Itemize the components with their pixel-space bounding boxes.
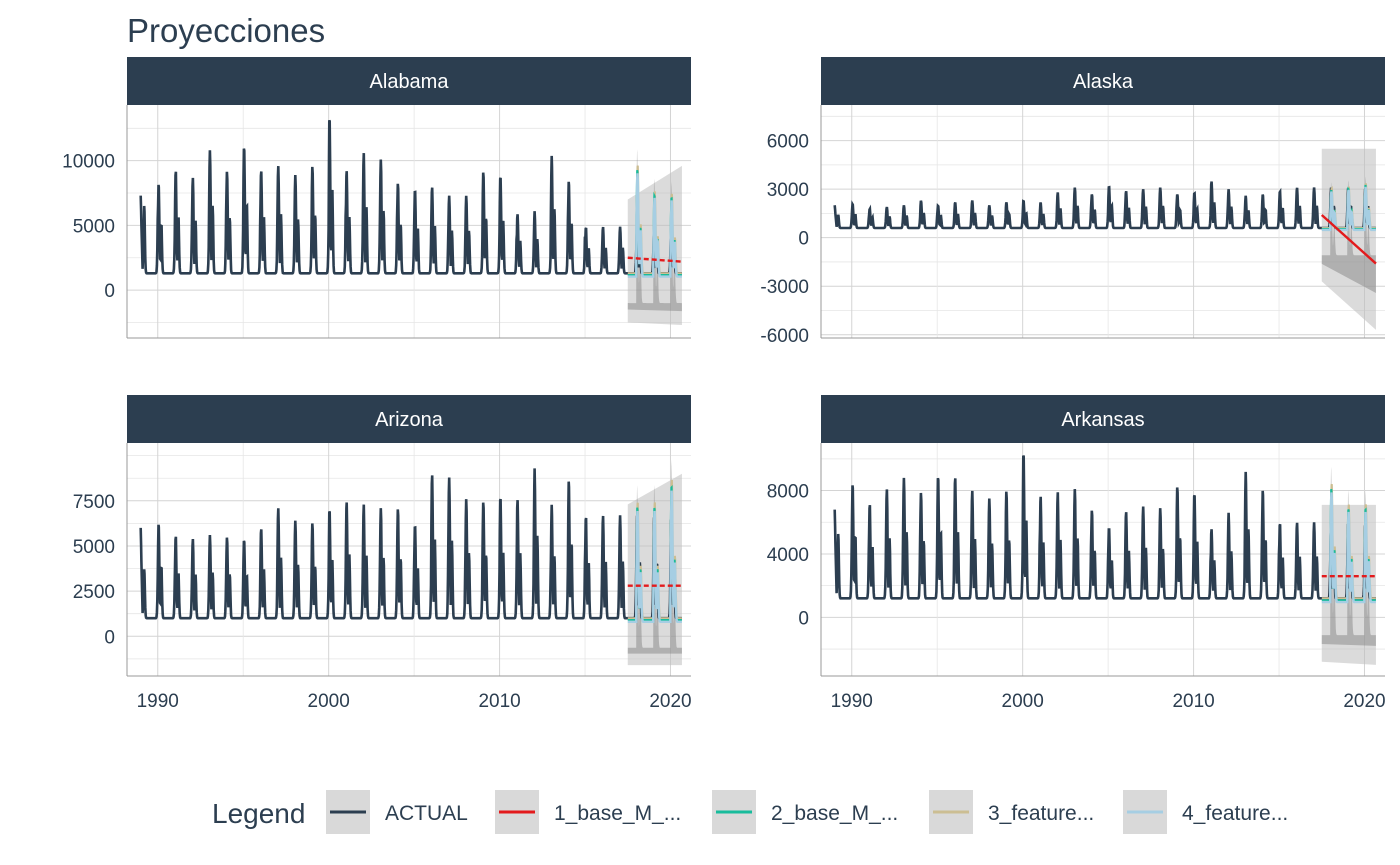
panel-strip-label: Arizona bbox=[375, 409, 444, 431]
legend-entry: 2_base_M_... bbox=[712, 790, 898, 834]
legend-label: ACTUAL bbox=[385, 802, 468, 825]
y-tick-label: 5000 bbox=[73, 216, 115, 237]
legend-title: Legend bbox=[212, 798, 305, 829]
panel-strip-label: Arkansas bbox=[1061, 409, 1144, 431]
x-tick-label: 1990 bbox=[831, 691, 873, 712]
legend-entry: 1_base_M_... bbox=[495, 790, 681, 834]
panel-strip bbox=[127, 57, 691, 105]
x-tick-label: 2020 bbox=[1343, 691, 1385, 712]
series-actual bbox=[833, 181, 1376, 230]
x-tick-label: 2000 bbox=[308, 691, 350, 712]
x-tick-label: 2010 bbox=[1172, 691, 1214, 712]
x-tick-label: 2000 bbox=[1002, 691, 1044, 712]
y-tick-label: 7500 bbox=[73, 492, 115, 513]
series-actual bbox=[139, 468, 682, 620]
panel-alabama: Alabama 0 5000 10000 bbox=[62, 57, 691, 339]
panel-strip bbox=[127, 395, 691, 443]
y-tick-label: 8000 bbox=[767, 482, 809, 503]
legend-entry: 4_feature... bbox=[1123, 790, 1288, 834]
y-tick-label: -6000 bbox=[760, 326, 809, 347]
series-4-feature bbox=[627, 173, 682, 278]
x-tick-label: 1990 bbox=[137, 691, 179, 712]
panel-arkansas: Arkansas 0 4000 8000 1990 2000 2010 2020 bbox=[767, 395, 1386, 712]
series-1-base bbox=[627, 256, 683, 263]
chart-title: Proyecciones bbox=[127, 12, 325, 49]
legend-label: 2_base_M_... bbox=[771, 802, 898, 825]
y-tick-label: 2500 bbox=[73, 582, 115, 603]
y-tick-label: -3000 bbox=[760, 277, 809, 298]
y-tick-label: 0 bbox=[104, 627, 115, 648]
legend-entry: 3_feature... bbox=[929, 790, 1094, 834]
forecast-inner-band bbox=[1321, 176, 1376, 294]
panel-strip bbox=[821, 57, 1385, 105]
y-tick-label: 5000 bbox=[73, 537, 115, 558]
series-1-base bbox=[1320, 214, 1377, 265]
y-tick-label: 4000 bbox=[767, 545, 809, 566]
legend: Legend ACTUAL 1_base_M_... 2_base_M_... 3_f… bbox=[212, 790, 1288, 834]
y-tick-label: 0 bbox=[798, 608, 809, 629]
panel-strip-label: Alabama bbox=[370, 71, 450, 93]
x-tick-label: 2010 bbox=[478, 691, 520, 712]
x-tick-label: 2020 bbox=[649, 691, 691, 712]
panel-arizona: Arizona 0 2500 5000 7500 1990 2000 2010 2020 bbox=[73, 395, 692, 712]
series-4-feature bbox=[627, 490, 682, 623]
panel-strip bbox=[821, 395, 1385, 443]
legend-label: 4_feature... bbox=[1182, 802, 1288, 825]
legend-label: 3_feature... bbox=[988, 802, 1094, 825]
legend-entry: ACTUAL bbox=[326, 790, 468, 834]
legend-label: 1_base_M_... bbox=[554, 802, 681, 825]
panels: Alabama 0 5000 10000 Alaska -6000 -3000 0 3000 60… bbox=[62, 57, 1386, 712]
panel-alaska: Alaska -6000 -3000 0 3000 6000 bbox=[760, 57, 1385, 347]
series-4-feature bbox=[1321, 186, 1376, 232]
series-4-feature bbox=[1321, 492, 1376, 604]
y-tick-label: 10000 bbox=[62, 152, 115, 173]
y-tick-label: 3000 bbox=[767, 180, 809, 201]
panel-strip-label: Alaska bbox=[1073, 71, 1134, 93]
series-actual bbox=[139, 119, 682, 275]
y-tick-label: 0 bbox=[798, 229, 809, 250]
y-tick-label: 0 bbox=[104, 281, 115, 302]
legend-entries: ACTUAL 1_base_M_... 2_base_M_... 3_feature.… bbox=[326, 790, 1288, 834]
y-tick-label: 6000 bbox=[767, 132, 809, 153]
series-actual bbox=[833, 455, 1376, 600]
